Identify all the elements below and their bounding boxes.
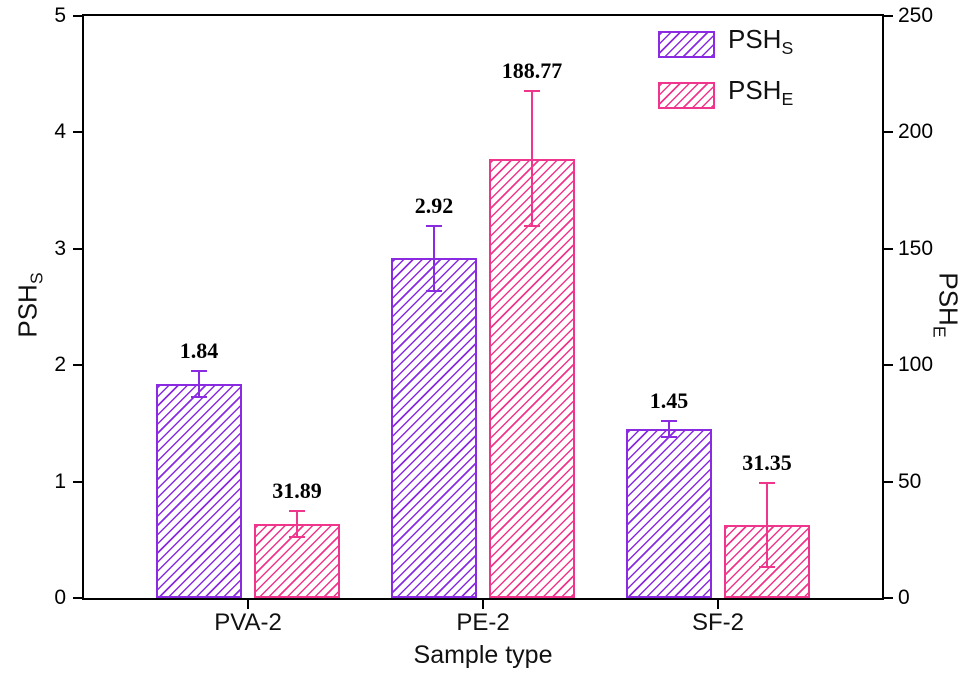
left-axis-tick bbox=[73, 597, 82, 599]
left-axis-tick-label: 3 bbox=[54, 236, 66, 260]
bottom-axis-tick bbox=[717, 600, 719, 609]
error-bar-line-pshs-pe-2 bbox=[433, 225, 435, 291]
value-label-pshs-pe-2: 2.92 bbox=[414, 192, 454, 218]
left-axis-tick-label: 0 bbox=[54, 586, 66, 609]
left-axis-tick bbox=[73, 247, 82, 250]
right-axis-tick-label: 0 bbox=[898, 586, 910, 609]
plot-area: 1.84 2.92 1.45 31.89 188.77 31.35 bbox=[82, 14, 884, 600]
bar-pshs-sf-2 bbox=[626, 429, 712, 598]
legend-entry-pshe: PSHE bbox=[658, 77, 793, 113]
right-axis-tick bbox=[884, 597, 893, 599]
bottom-axis-tick bbox=[482, 600, 484, 609]
right-axis-title-main: PSH bbox=[933, 272, 964, 326]
category-label: PE-2 bbox=[456, 609, 510, 636]
left-axis-title-main: PSH bbox=[12, 284, 43, 338]
error-bar-cap-bottom-pshe-sf-2 bbox=[759, 565, 775, 568]
left-axis-tick-label: 5 bbox=[54, 4, 66, 27]
error-bar-cap-bottom-pshs-pva-2 bbox=[191, 395, 207, 398]
right-axis-tick-label: 50 bbox=[898, 469, 922, 493]
legend-swatch-pshs bbox=[658, 30, 715, 58]
error-bar-cap-top-pshe-sf-2 bbox=[759, 482, 775, 485]
error-bar-line-pshs-pva-2 bbox=[198, 371, 200, 397]
bar-pshe-pe-2 bbox=[489, 158, 575, 598]
left-axis-tick-label: 1 bbox=[54, 469, 66, 493]
right-axis-tick bbox=[884, 247, 893, 250]
right-axis-tick-label: 150 bbox=[898, 236, 934, 260]
category-label: PVA-2 bbox=[214, 609, 282, 636]
right-axis-tick-label: 100 bbox=[898, 353, 934, 377]
error-bar-cap-top-pshe-pe-2 bbox=[524, 90, 540, 93]
category-label: SF-2 bbox=[691, 609, 744, 636]
left-axis-tick bbox=[73, 480, 82, 483]
x-axis-title: Sample type bbox=[413, 641, 553, 669]
right-axis-tick bbox=[884, 15, 893, 17]
legend-label-pshs: PSHS bbox=[728, 24, 794, 59]
left-axis-tick-label: 2 bbox=[54, 353, 66, 377]
left-axis-tick bbox=[73, 131, 82, 134]
error-bar-cap-top-pshs-pva-2 bbox=[191, 370, 207, 373]
right-axis-tick-label: 200 bbox=[898, 120, 934, 144]
error-bar-cap-top-pshe-pva-2 bbox=[289, 509, 305, 512]
error-bar-cap-bottom-pshe-pe-2 bbox=[524, 225, 540, 228]
value-label-pshs-pva-2: 1.84 bbox=[179, 338, 219, 364]
right-axis-title: PSHE bbox=[928, 272, 963, 337]
bar-pshs-pe-2 bbox=[391, 258, 477, 598]
right-axis-title-sub: E bbox=[929, 325, 950, 338]
value-label-pshs-sf-2: 1.45 bbox=[649, 388, 689, 414]
right-axis-tick bbox=[884, 131, 893, 134]
value-label-pshe-pe-2: 188.77 bbox=[501, 58, 563, 84]
error-bar-cap-bottom-pshs-pe-2 bbox=[426, 289, 442, 292]
error-bar-line-pshe-sf-2 bbox=[766, 483, 768, 567]
right-axis-tick-label: 250 bbox=[898, 4, 934, 27]
left-axis-tick bbox=[73, 15, 82, 17]
bottom-axis-tick bbox=[247, 600, 249, 609]
value-label-pshe-sf-2: 31.35 bbox=[742, 450, 792, 476]
left-axis-title: PSHS bbox=[12, 272, 47, 337]
legend-entry-pshs: PSHS bbox=[658, 26, 793, 62]
legend-label-pshe: PSHE bbox=[728, 75, 794, 110]
error-bar-cap-bottom-pshs-sf-2 bbox=[661, 436, 677, 439]
left-axis-title-sub: S bbox=[26, 272, 47, 285]
right-axis-tick bbox=[884, 480, 893, 483]
value-label-pshe-pva-2: 31.89 bbox=[272, 477, 322, 503]
error-bar-cap-top-pshs-sf-2 bbox=[661, 420, 677, 423]
bar-pshs-pva-2 bbox=[156, 383, 242, 598]
error-bar-cap-bottom-pshe-pva-2 bbox=[289, 535, 305, 538]
error-bar-cap-top-pshs-pe-2 bbox=[426, 224, 442, 227]
error-bar-line-pshe-pe-2 bbox=[531, 91, 533, 227]
error-bar-line-pshs-sf-2 bbox=[668, 421, 670, 438]
right-axis-tick bbox=[884, 364, 893, 367]
left-axis-tick-label: 4 bbox=[54, 120, 66, 144]
left-axis-tick bbox=[73, 364, 82, 367]
legend-swatch-pshe bbox=[658, 81, 715, 109]
legend: PSHS PSHE bbox=[658, 26, 793, 113]
error-bar-line-pshe-pva-2 bbox=[296, 510, 298, 537]
